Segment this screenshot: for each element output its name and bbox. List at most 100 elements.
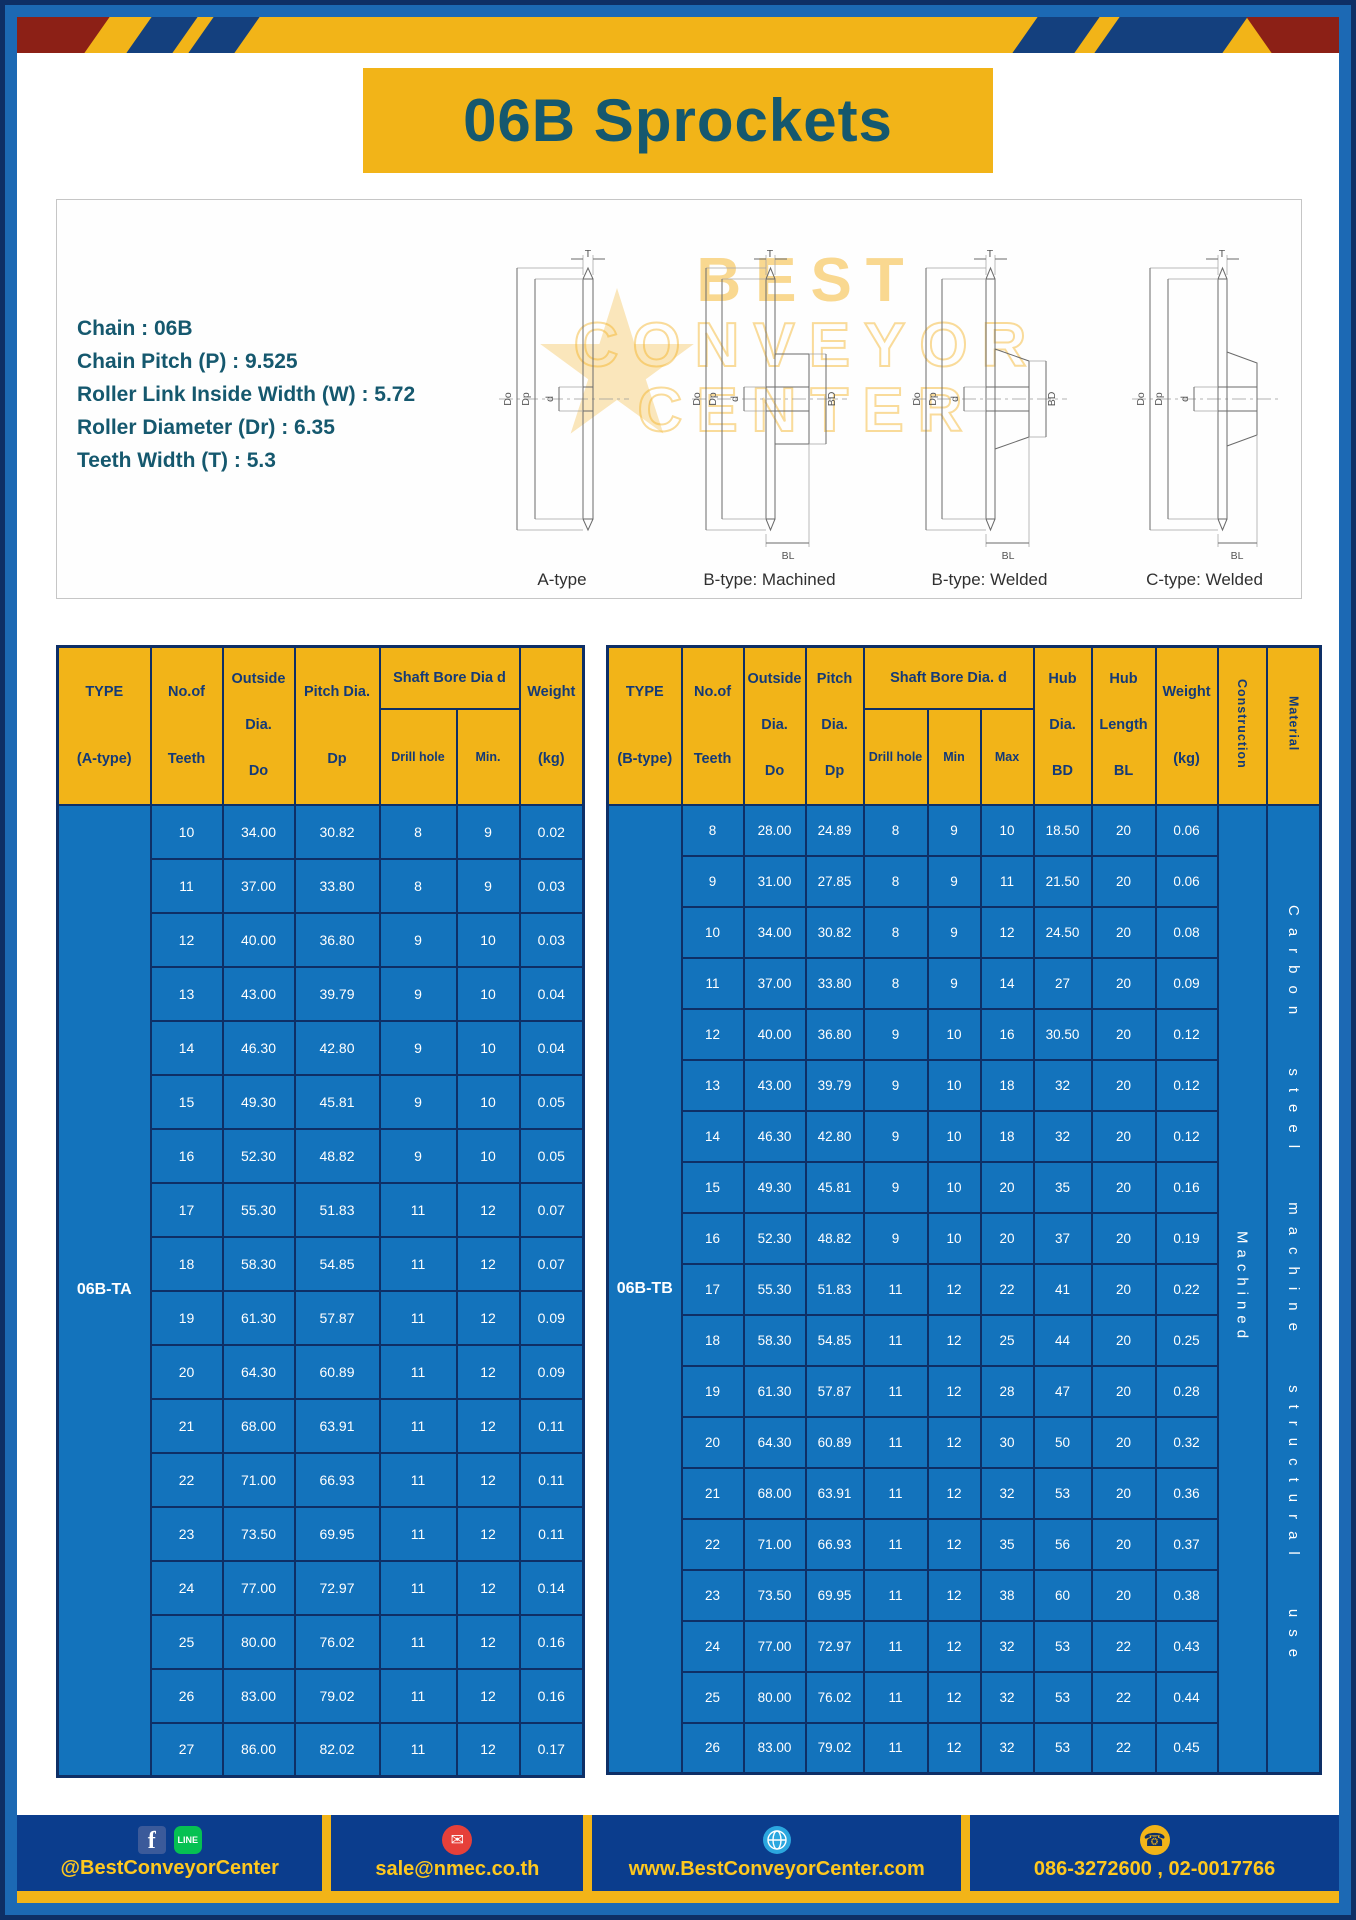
data-cell: 12 (926, 1313, 982, 1367)
table-row: 14 46.30 42.80 9 10 18 32 20 0.12 (608, 1109, 1321, 1163)
data-cell: 42.80 (293, 1019, 381, 1076)
table-row: 11 37.00 33.80 8 9 14 27 20 0.09 (608, 956, 1321, 1010)
data-cell: 20 (1090, 1262, 1157, 1316)
svg-text:BL: BL (1231, 550, 1244, 562)
data-cell: 43.00 (221, 965, 296, 1022)
data-cell: 0.16 (518, 1667, 585, 1724)
data-cell: 18 (149, 1235, 224, 1292)
data-cell: 68.00 (221, 1397, 296, 1454)
data-cell: 8 (862, 854, 929, 908)
data-cell: 9 (680, 854, 745, 908)
data-cell: 0.07 (518, 1181, 585, 1238)
data-cell: 37 (1032, 1211, 1093, 1265)
data-cell: 20 (1090, 1364, 1157, 1418)
svg-text:BL: BL (782, 550, 795, 562)
data-cell: 0.11 (518, 1397, 585, 1454)
data-cell: 22 (680, 1517, 745, 1571)
data-cell: 24 (680, 1619, 745, 1673)
data-cell: 32 (1032, 1109, 1093, 1163)
data-cell: 19 (680, 1364, 745, 1418)
spec-lines: Chain : 06B Chain Pitch (P) : 9.525 Roll… (77, 312, 415, 477)
data-cell: 73.50 (742, 1568, 807, 1622)
data-cell: 0.11 (518, 1505, 585, 1562)
data-cell: 9 (926, 854, 982, 908)
data-cell: 11 (378, 1397, 458, 1454)
data-cell: 10 (926, 1109, 982, 1163)
data-cell: 64.30 (221, 1343, 296, 1400)
data-cell: 0.07 (518, 1235, 585, 1292)
data-cell: 0.06 (1154, 803, 1219, 857)
data-cell: 64.30 (742, 1415, 807, 1469)
data-cell: 20 (1090, 1415, 1157, 1469)
col-header-shaft-bore: Shaft Bore Dia d (378, 645, 521, 710)
data-cell: 12 (455, 1667, 521, 1724)
data-cell: 8 (862, 905, 929, 959)
data-cell: 22 (1090, 1721, 1157, 1775)
data-cell: 10 (455, 911, 521, 968)
col-header-shaft-bore: Shaft Bore Dia. d (862, 645, 1035, 710)
svg-text:Do: Do (911, 392, 923, 406)
data-cell: 79.02 (293, 1667, 381, 1724)
data-cell: 20 (1090, 1160, 1157, 1214)
data-cell: 38 (979, 1568, 1035, 1622)
mail-icon: ✉ (442, 1825, 473, 1855)
page-title-banner: 06B Sprockets (363, 68, 993, 173)
data-cell: 12 (455, 1451, 521, 1508)
data-cell: 9 (378, 1019, 458, 1076)
table-row: 06B-TA 10 34.00 30.82 8 9 0.02 (56, 803, 585, 1778)
data-cell: 36.80 (293, 911, 381, 968)
table-row: 25 80.00 76.02 11 12 32 53 22 0.44 (608, 1670, 1321, 1724)
table-row: 21 68.00 63.91 11 12 0.11 (58, 1397, 585, 1454)
data-cell: 45.81 (804, 1160, 865, 1214)
footer-separator (583, 1815, 593, 1891)
svg-text:T: T (767, 249, 774, 260)
data-cell: 8 (378, 803, 458, 860)
data-cell: 21.50 (1032, 854, 1093, 908)
table-row: 9 31.00 27.85 8 9 11 21.50 20 0.06 (608, 854, 1321, 908)
phone-numbers: 086-3272600 , 02-0017766 (1033, 1858, 1276, 1880)
data-cell: 66.93 (293, 1451, 381, 1508)
email-address: sale@nmec.co.th (375, 1858, 540, 1880)
data-cell: 17 (680, 1262, 745, 1316)
data-cell: 20 (1090, 956, 1157, 1010)
data-cell: 10 (455, 1073, 521, 1130)
svg-text:d: d (949, 396, 961, 402)
spec-chain: Chain : 06B (77, 317, 193, 340)
svg-text:BD: BD (1046, 391, 1058, 406)
table-row: 19 61.30 57.87 11 12 0.09 (58, 1289, 585, 1346)
data-cell: 11 (378, 1343, 458, 1400)
data-cell: 12 (926, 1721, 982, 1775)
data-cell: 12 (455, 1235, 521, 1292)
col-header-min: Min (926, 707, 982, 806)
data-cell: 9 (862, 1109, 929, 1163)
data-cell: 12 (979, 905, 1035, 959)
data-cell: 73.50 (221, 1505, 296, 1562)
svg-text:d: d (1179, 396, 1191, 402)
data-cell: 40.00 (742, 1007, 807, 1061)
data-cell: 28.00 (742, 803, 807, 857)
svg-text:Dp: Dp (1153, 392, 1165, 406)
col-header-outside-dia: Outside Dia. Do (742, 645, 807, 806)
data-cell: 71.00 (742, 1517, 807, 1571)
data-cell: 12 (455, 1505, 521, 1562)
data-cell: 55.30 (221, 1181, 296, 1238)
col-header-construction: Construction (1216, 645, 1268, 806)
svg-text:Dp: Dp (927, 392, 939, 406)
data-cell: 68.00 (742, 1466, 807, 1520)
data-cell: 20 (979, 1211, 1035, 1265)
data-cell: 60 (1032, 1568, 1093, 1622)
data-cell: 0.12 (1154, 1058, 1219, 1112)
svg-text:Dp: Dp (520, 392, 532, 406)
data-cell: 12 (680, 1007, 745, 1061)
footer-separator (961, 1815, 971, 1891)
globe-icon (762, 1825, 792, 1855)
footer-phone: ☎ 086-3272600 , 02-0017766 (970, 1815, 1339, 1891)
data-cell: 20 (1090, 1568, 1157, 1622)
data-cell: 17 (149, 1181, 224, 1238)
data-cell: 10 (455, 1127, 521, 1184)
data-cell: 82.02 (293, 1721, 381, 1778)
col-header-type: TYPE (A-type) (56, 645, 152, 806)
table-row: 23 73.50 69.95 11 12 38 60 20 0.38 (608, 1568, 1321, 1622)
data-cell: 12 (926, 1466, 982, 1520)
data-cell: 0.43 (1154, 1619, 1219, 1673)
